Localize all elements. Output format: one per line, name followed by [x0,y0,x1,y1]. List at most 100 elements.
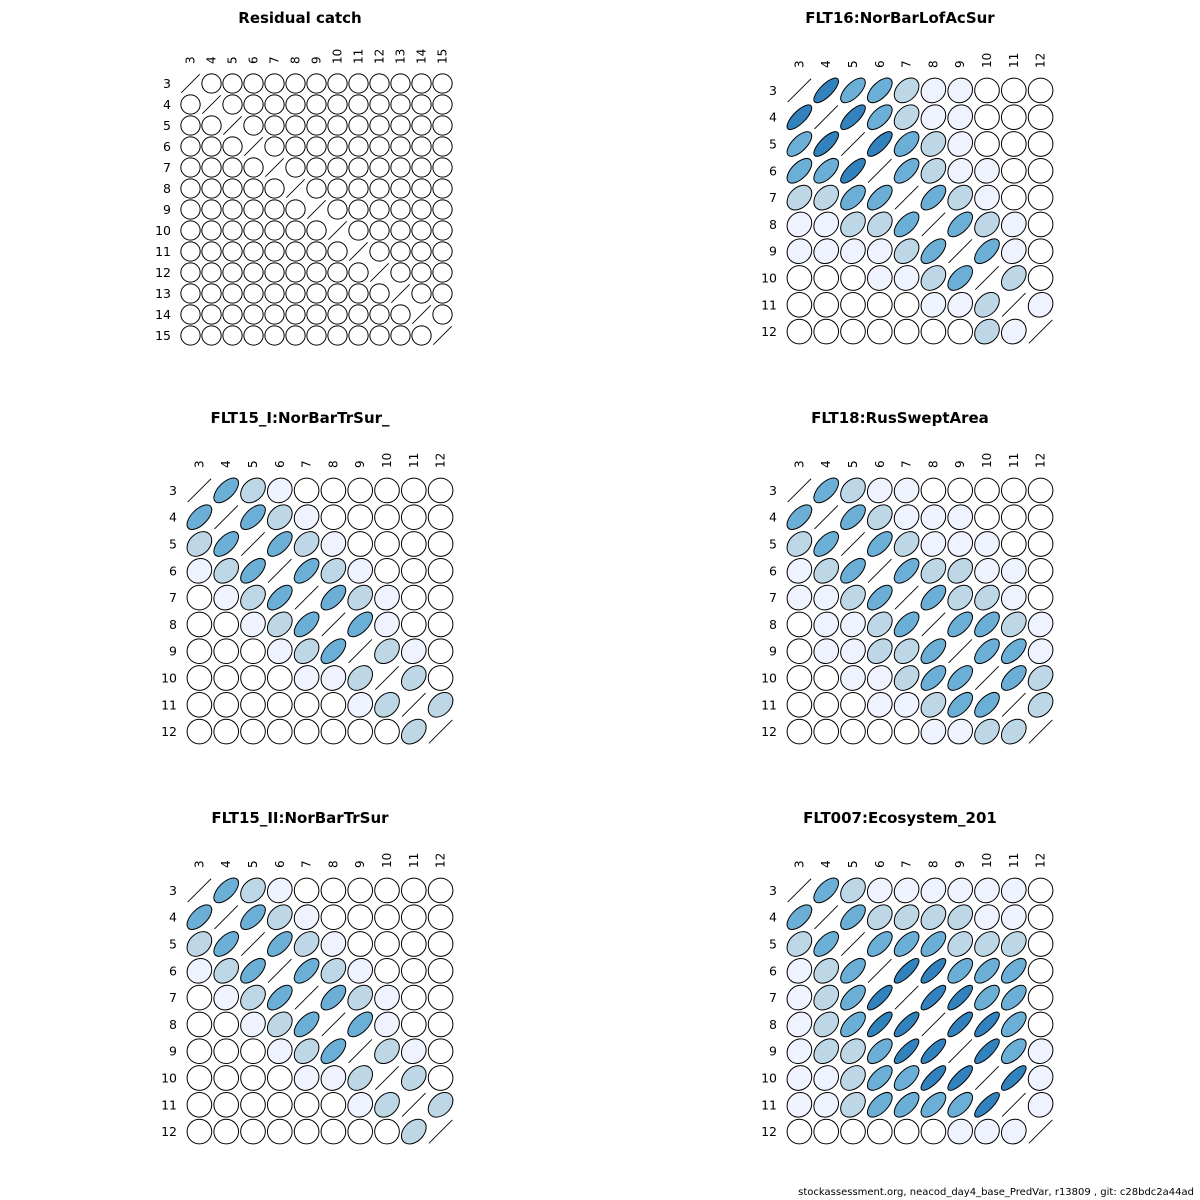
correlation-ellipse [427,904,454,931]
correlation-ellipse [813,877,840,904]
correlation-ellipse [1000,531,1027,557]
correlation-ellipse [1027,77,1054,104]
correlation-ellipse [786,1065,813,1091]
correlation-ellipse [348,115,369,136]
correlation-ellipse [866,77,893,104]
correlation-ellipse [213,584,240,611]
column-age-label: 5 [846,860,860,868]
correlation-ellipse [974,1011,1000,1038]
correlation-ellipse [293,477,320,504]
correlation-ellipse [264,220,285,241]
correlation-ellipse [893,77,920,104]
correlation-ellipse [1000,984,1027,1011]
correlation-ellipse [813,584,840,611]
correlation-ellipse [320,1038,347,1065]
correlation-ellipse [432,73,453,94]
correlation-ellipse [786,557,813,584]
correlation-ellipse [347,1091,374,1118]
correlation-ellipse [390,157,411,178]
correlation-ellipse [974,504,1000,531]
correlation-ellipse [293,504,320,531]
row-age-label: 12 [161,724,177,739]
correlation-ellipse [786,531,813,557]
correlation-ellipse [893,238,920,265]
correlation-ellipse [264,283,285,304]
correlation-ellipse [374,691,400,718]
correlation-ellipse [264,262,285,283]
column-age-label: 9 [953,860,967,868]
correlation-ellipse [400,931,427,957]
correlation-ellipse [920,638,947,665]
correlation-ellipse [347,531,374,557]
correlation-ellipse [1027,184,1054,211]
correlation-ellipse [974,131,1000,157]
correlation-ellipse [893,504,920,531]
correlation-ellipse [186,1091,213,1118]
correlation-ellipse [306,325,327,346]
correlation-ellipse [974,211,1000,238]
correlation-ellipse [347,611,374,638]
correlation-ellipse [947,291,974,318]
correlation-ellipse [285,136,306,157]
row-age-label: 6 [769,963,777,978]
row-age-label: 6 [769,163,777,178]
correlation-diagonal-line [202,95,221,114]
correlation-ellipse [920,718,947,745]
correlation-ellipse [400,1011,427,1038]
column-age-label: 3 [792,860,806,868]
correlation-ellipse [213,477,240,504]
correlation-ellipse [222,262,243,283]
correlation-ellipse [786,1118,813,1145]
correlation-ellipse [411,283,432,304]
column-age-label: 8 [926,460,940,468]
correlation-ellipse [1000,318,1027,345]
correlation-ellipse [866,265,893,291]
correlation-diagonal-line [921,612,946,637]
correlation-ellipse [243,220,264,241]
correlation-ellipse [213,531,240,557]
correlation-ellipse [1027,877,1054,904]
correlation-ellipse [813,611,840,638]
correlation-ellipse [180,262,201,283]
correlation-ellipse [201,262,222,283]
correlation-ellipse [893,265,920,291]
correlation-ellipse [840,638,866,665]
column-age-label: 7 [900,60,914,68]
correlation-ellipse [947,265,974,291]
correlation-ellipse [400,557,427,584]
correlation-ellipse [427,665,454,691]
row-age-label: 6 [169,963,177,978]
correlation-ellipse [947,211,974,238]
correlation-ellipse [327,115,348,136]
correlation-ellipse [974,877,1000,904]
correlation-ellipse [374,904,400,931]
correlation-ellipse [327,262,348,283]
column-age-label: 10 [980,453,994,468]
correlation-ellipse [400,904,427,931]
correlation-ellipse [400,718,427,745]
correlation-ellipse [840,104,866,131]
correlation-ellipse [840,1118,866,1145]
correlation-ellipse [390,94,411,115]
correlation-ellipse [293,1011,320,1038]
correlation-ellipse [213,611,240,638]
correlation-ellipse [293,718,320,745]
correlation-ellipse [432,304,453,325]
correlation-ellipse [866,718,893,745]
panel-title: Residual catch [238,9,361,27]
correlation-ellipse [947,477,974,504]
correlation-ellipse [320,984,347,1011]
correlation-ellipse [222,157,243,178]
correlation-ellipse [243,157,264,178]
correlation-ellipse [813,1091,840,1118]
correlation-ellipse [293,904,320,931]
correlation-ellipse [920,931,947,957]
correlation-ellipse [920,77,947,104]
correlation-ellipse [920,238,947,265]
correlation-ellipse [893,211,920,238]
correlation-ellipse [840,1011,866,1038]
panel-title: FLT16:NorBarLofAcSur [805,9,995,27]
correlation-ellipse [213,877,240,904]
correlation-ellipse [264,94,285,115]
correlation-ellipse [327,136,348,157]
